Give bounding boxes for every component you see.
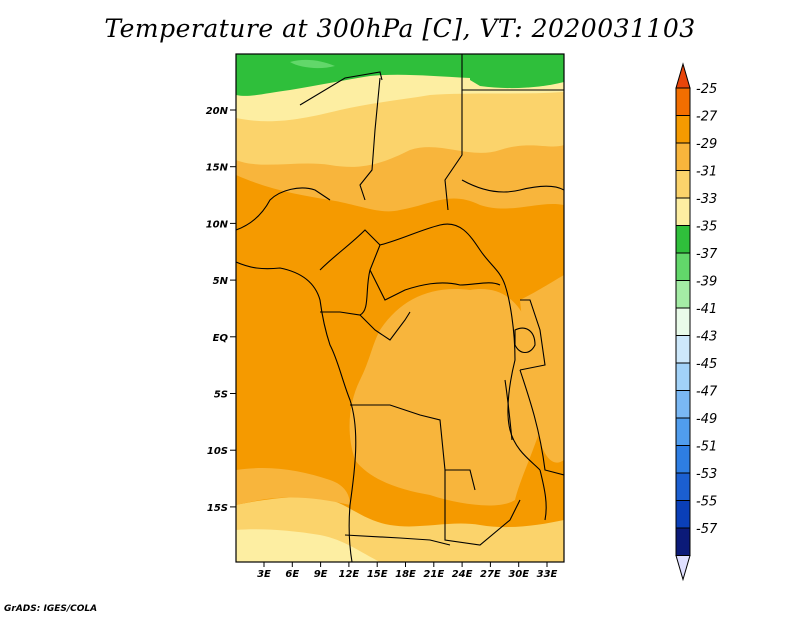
coastline-west: [236, 261, 357, 562]
colorbar-label: -43: [696, 330, 717, 345]
colorbar-swatch: [675, 252, 691, 281]
lon-tick-label: 21E: [423, 569, 444, 580]
colorbar-swatch: [675, 445, 691, 474]
credit-label: GrADS: IGES/COLA: [4, 604, 98, 614]
colorbar-label: -33: [696, 192, 717, 207]
colorbar-swatch: [675, 527, 691, 556]
colorbar-swatch: [675, 417, 691, 446]
border-cameroon: [319, 229, 381, 316]
lon-tick-label: 15E: [367, 569, 388, 580]
lake-malawi: [539, 469, 547, 521]
lake-tanganyika: [504, 379, 513, 441]
lat-tick-label: 15N: [206, 163, 229, 174]
lake-victoria: [514, 327, 536, 354]
colorbar-label: -37: [696, 247, 718, 262]
colorbar-label: -51: [696, 440, 717, 455]
colorbar-label: -25: [696, 82, 717, 97]
border-congo: [359, 311, 411, 341]
colorbar-swatch: [675, 335, 691, 364]
border-car: [379, 223, 506, 286]
border-egypt-libya: [461, 54, 564, 91]
longitude-axis: 3E 6E 9E 12E 15E 18E 21E 24E 27E 30E 33E: [257, 562, 558, 580]
chart-title: Temperature at 300hPa [C], VT: 202003110…: [104, 14, 696, 43]
lon-tick-label: 12E: [339, 569, 360, 580]
border-zambia: [444, 470, 521, 546]
border-car-south: [369, 269, 501, 301]
colorbar-label: -45: [696, 357, 717, 372]
lon-tick-label: 3E: [257, 569, 271, 580]
field-congo-lighter: [349, 289, 542, 506]
lat-tick-label: 20N: [206, 106, 229, 117]
lat-tick-label: 10S: [207, 446, 228, 457]
colorbar-label: -57: [696, 522, 718, 537]
field-green-top: [236, 54, 470, 96]
field-lighter-southwest: [236, 468, 350, 505]
colorbar-label: -35: [696, 220, 717, 235]
lon-tick-label: 30E: [508, 569, 529, 580]
colorbar-label: -55: [696, 495, 717, 510]
lat-tick-label: 5N: [213, 276, 229, 287]
colorbar-label: -29: [696, 137, 717, 152]
border-nigeria: [236, 187, 331, 231]
colorbar-swatch: [675, 197, 691, 226]
lon-tick-label: 24E: [452, 569, 473, 580]
lat-tick-label: EQ: [213, 333, 229, 344]
lat-tick-label: 15S: [207, 503, 228, 514]
border-sudan-ssudan: [461, 179, 564, 193]
border-uganda: [519, 299, 546, 371]
map-frame: [235, 53, 565, 563]
lat-tick-label: 5S: [214, 390, 228, 401]
field-green-top-east: [470, 54, 564, 89]
colorbar-label: -27: [696, 110, 718, 125]
colorbar: -25 -27 -29 -31 -33 -35 -37 -39 -41 -43 -45 -47 -49 -…: [675, 62, 718, 582]
colorbar-swatch: [675, 307, 691, 336]
colorbar-swatch: [675, 500, 691, 529]
colorbar-swatch: [675, 362, 691, 391]
colorbar-swatch: [675, 472, 691, 501]
lon-tick-label: 33E: [537, 569, 558, 580]
colorbar-label: -47: [696, 385, 718, 400]
border-chad-sudan: [444, 90, 463, 211]
field-lightgreen-top: [290, 59, 335, 69]
colorbar-swatch: [675, 280, 691, 309]
country-borders: [236, 54, 564, 562]
colorbar-label: -39: [696, 275, 717, 290]
lon-tick-label: 27E: [480, 569, 501, 580]
border-tanzania: [519, 369, 564, 476]
lon-tick-label: 6E: [285, 569, 299, 580]
border-angola-namibia: [344, 534, 451, 546]
border-drc-angola: [350, 404, 476, 491]
colorbar-swatch: [675, 87, 691, 116]
border-drc-east: [504, 284, 541, 471]
latitude-axis: 20N 15N 10N 5N EQ 5S 10S 15S: [206, 106, 236, 514]
colorbar-swatch: [675, 225, 691, 254]
lon-tick-label: 18E: [395, 569, 416, 580]
colorbar-swatch: [675, 115, 691, 144]
lat-tick-label: 10N: [206, 219, 229, 230]
colorbar-label: -31: [696, 165, 717, 180]
colorbar-swatch: [675, 142, 691, 171]
colorbar-bottom-arrow: [675, 555, 691, 582]
colorbar-swatch: [675, 390, 691, 419]
lon-tick-label: 9E: [314, 569, 328, 580]
colorbar-label: -49: [696, 412, 717, 427]
colorbar-swatch: [675, 170, 691, 199]
colorbar-label: -41: [696, 302, 717, 317]
temperature-field: [236, 54, 564, 562]
border-chad-niger: [359, 77, 381, 201]
field-pale-south: [236, 529, 380, 562]
border-libya-chad: [299, 71, 383, 106]
colorbar-label: -53: [696, 467, 717, 482]
field-east-lighter: [520, 275, 564, 463]
colorbar-top-arrow: [675, 62, 691, 89]
